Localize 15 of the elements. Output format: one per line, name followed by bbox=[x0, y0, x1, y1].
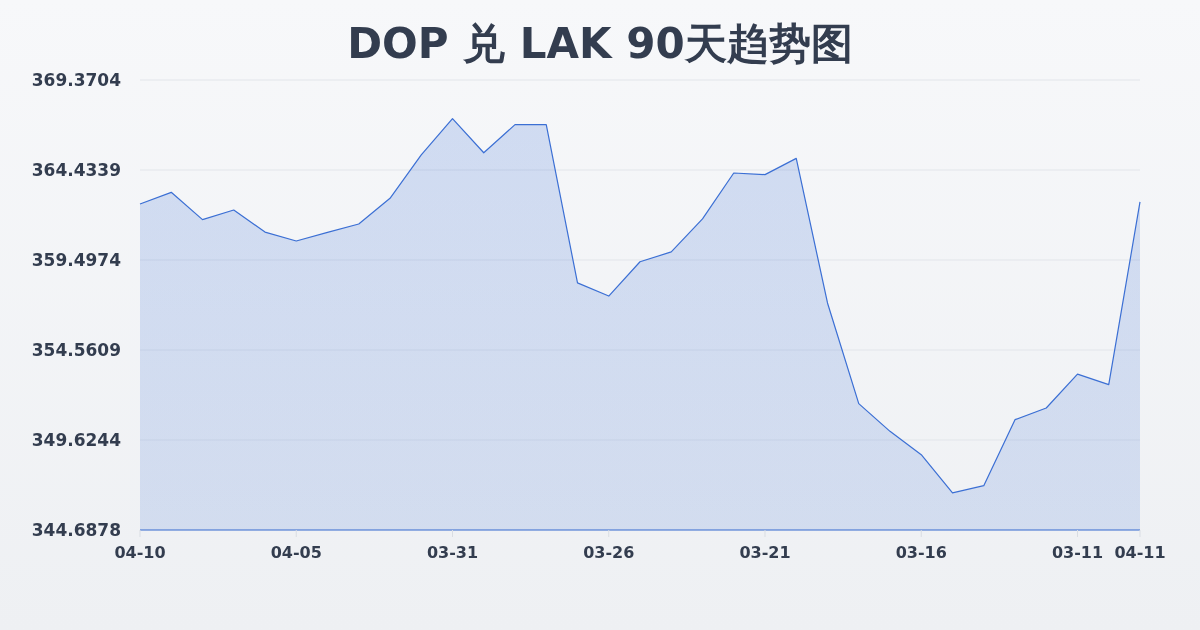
y-tick-label: 369.3704 bbox=[31, 70, 122, 91]
x-tick-label: 03-31 bbox=[426, 543, 479, 562]
x-tick-label: 03-11 bbox=[1051, 543, 1104, 562]
x-tick-label: 03-16 bbox=[895, 543, 947, 562]
chart-title: DOP 兑 LAK 90天趋势图 bbox=[347, 19, 853, 68]
x-tick-label: 04-11 bbox=[1114, 543, 1166, 562]
x-tick-label: 04-10 bbox=[114, 543, 166, 562]
y-tick-label: 344.6878 bbox=[31, 520, 121, 541]
y-tick-label: 364.4339 bbox=[31, 160, 121, 181]
x-tick-label: 03-26 bbox=[583, 543, 635, 562]
y-tick-label: 349.6244 bbox=[31, 430, 122, 451]
x-tick-label: 04-05 bbox=[270, 543, 322, 562]
x-tick-label: 03-21 bbox=[739, 543, 791, 562]
y-tick-label: 359.4974 bbox=[31, 250, 122, 271]
y-tick-label: 354.5609 bbox=[31, 340, 121, 361]
